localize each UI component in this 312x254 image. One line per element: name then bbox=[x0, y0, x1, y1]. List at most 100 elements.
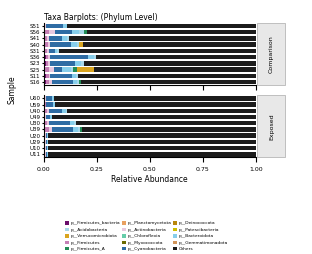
Bar bbox=[54, 67, 62, 72]
Bar bbox=[49, 80, 52, 84]
Bar bbox=[44, 140, 45, 144]
Bar bbox=[62, 67, 71, 72]
Bar bbox=[80, 127, 82, 132]
Bar bbox=[45, 42, 48, 47]
X-axis label: Relative Abundance: Relative Abundance bbox=[111, 175, 188, 184]
Bar bbox=[50, 42, 71, 47]
Bar bbox=[67, 36, 69, 41]
Bar bbox=[79, 42, 83, 47]
Bar bbox=[44, 80, 46, 84]
Bar bbox=[46, 55, 48, 59]
Text: Comparison: Comparison bbox=[269, 35, 274, 73]
Text: Taxa Barplots: (Phylum Level): Taxa Barplots: (Phylum Level) bbox=[44, 13, 157, 22]
Bar bbox=[77, 42, 79, 47]
Bar bbox=[46, 133, 47, 138]
Bar bbox=[47, 146, 48, 150]
Bar bbox=[44, 61, 46, 66]
Bar bbox=[96, 55, 256, 59]
Bar bbox=[45, 36, 47, 41]
Bar bbox=[78, 127, 80, 132]
Bar bbox=[45, 133, 46, 138]
Bar bbox=[52, 80, 73, 84]
Bar bbox=[71, 67, 72, 72]
Bar bbox=[49, 121, 70, 125]
Bar bbox=[48, 42, 50, 47]
Bar bbox=[45, 121, 47, 125]
Bar bbox=[44, 49, 45, 53]
Bar bbox=[74, 121, 76, 125]
Bar bbox=[45, 49, 47, 53]
Bar bbox=[55, 102, 256, 107]
Bar bbox=[54, 96, 256, 101]
Bar bbox=[51, 73, 72, 78]
Bar bbox=[94, 67, 256, 72]
Bar bbox=[67, 108, 256, 113]
Bar bbox=[44, 115, 45, 119]
Bar bbox=[66, 108, 67, 113]
Bar bbox=[84, 30, 87, 35]
Bar bbox=[73, 127, 78, 132]
Bar bbox=[44, 152, 45, 157]
Bar bbox=[45, 152, 46, 157]
Bar bbox=[50, 55, 88, 59]
Bar bbox=[45, 108, 47, 113]
Bar bbox=[48, 55, 50, 59]
Bar bbox=[88, 55, 94, 59]
Bar bbox=[45, 140, 46, 144]
Bar bbox=[44, 108, 45, 113]
Bar bbox=[47, 49, 49, 53]
Bar bbox=[44, 96, 45, 101]
Bar bbox=[81, 80, 256, 84]
Bar bbox=[75, 61, 81, 66]
Bar bbox=[61, 108, 66, 113]
Legend: p__Firmicutes_bacteria, p__Acidobacteria, p__Verrucomicrobiota, p__Firmicutes, p: p__Firmicutes_bacteria, p__Acidobacteria… bbox=[65, 221, 228, 252]
Bar bbox=[76, 121, 256, 125]
Bar bbox=[44, 121, 45, 125]
Bar bbox=[49, 73, 51, 78]
Text: Exposed: Exposed bbox=[269, 113, 274, 140]
Bar bbox=[47, 121, 49, 125]
Bar bbox=[49, 108, 61, 113]
Bar bbox=[66, 24, 67, 28]
Bar bbox=[46, 73, 49, 78]
Bar bbox=[70, 121, 74, 125]
Bar bbox=[63, 24, 66, 28]
Bar bbox=[83, 42, 256, 47]
Bar bbox=[47, 36, 49, 41]
Bar bbox=[44, 127, 45, 132]
Bar bbox=[62, 36, 67, 41]
Bar bbox=[55, 49, 57, 53]
Bar bbox=[44, 24, 45, 28]
Bar bbox=[47, 133, 48, 138]
Bar bbox=[72, 30, 79, 35]
Bar bbox=[69, 36, 256, 41]
Bar bbox=[72, 67, 77, 72]
Bar bbox=[46, 24, 63, 28]
Bar bbox=[71, 42, 77, 47]
Bar bbox=[49, 36, 62, 41]
Bar bbox=[48, 61, 50, 66]
Bar bbox=[44, 73, 46, 78]
Bar bbox=[45, 127, 49, 132]
Text: Sample: Sample bbox=[8, 76, 17, 104]
Bar bbox=[55, 30, 72, 35]
Bar bbox=[79, 30, 84, 35]
Bar bbox=[48, 152, 256, 157]
Bar bbox=[44, 30, 45, 35]
Bar bbox=[77, 80, 79, 84]
Bar bbox=[49, 127, 52, 132]
Bar bbox=[50, 61, 75, 66]
Bar bbox=[53, 102, 55, 107]
Bar bbox=[52, 96, 54, 101]
Bar bbox=[50, 115, 51, 119]
Bar bbox=[76, 73, 78, 78]
Bar bbox=[44, 55, 46, 59]
Bar bbox=[48, 146, 256, 150]
Bar bbox=[46, 80, 49, 84]
Bar bbox=[49, 67, 54, 72]
Bar bbox=[45, 146, 46, 150]
Bar bbox=[87, 30, 256, 35]
Bar bbox=[46, 140, 47, 144]
Bar bbox=[78, 73, 256, 78]
Bar bbox=[51, 115, 256, 119]
